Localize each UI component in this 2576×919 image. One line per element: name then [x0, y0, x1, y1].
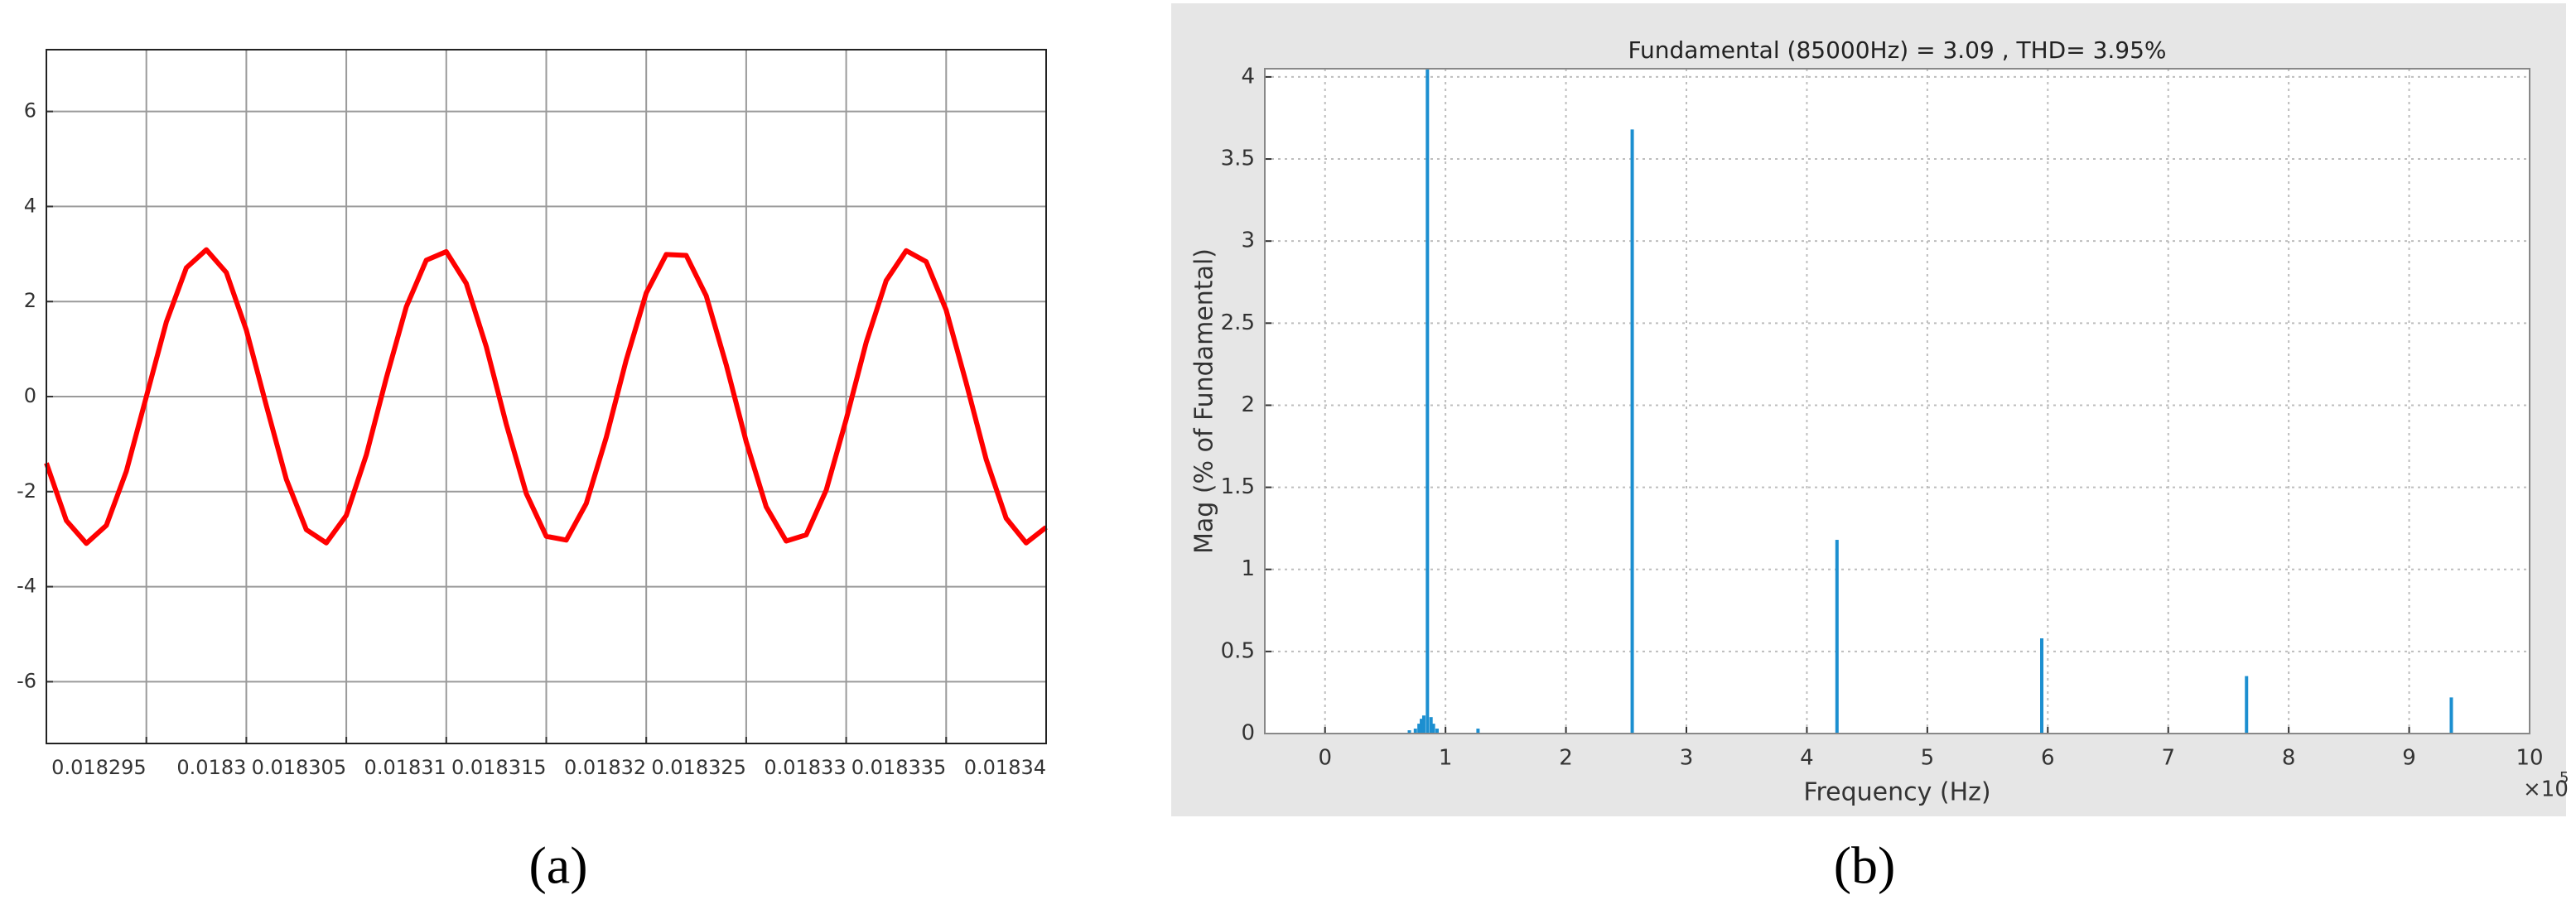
x-tick-label: 9: [2402, 746, 2416, 771]
chart-title: Fundamental (85000Hz) = 3.09 , THD= 3.95…: [1628, 36, 2166, 64]
x-multiplier: ×10: [2523, 777, 2569, 802]
x-tick-label: 10: [2516, 746, 2543, 771]
bar: [1630, 129, 1634, 734]
x-tick-label: 0.01834: [964, 756, 1046, 779]
bar: [1407, 730, 1411, 734]
x-axis-label: Frequency (Hz): [1803, 778, 1990, 807]
x-tick-label: 0.018335: [851, 756, 947, 779]
x-tick-label: 0.018305: [252, 756, 347, 779]
caption: (a): [528, 836, 587, 895]
x-tick-label: 0.018325: [651, 756, 746, 779]
bar: [1420, 719, 1424, 734]
y-tick-label: 4: [1241, 64, 1255, 89]
bar: [1421, 715, 1425, 734]
y-tick-label: -4: [17, 575, 36, 598]
x-tick-label: 0.0183: [176, 756, 246, 779]
x-tick-label: 0: [1318, 746, 1332, 771]
y-tick-label: 2: [24, 289, 36, 312]
plot-area: [1265, 69, 2530, 734]
bar: [1476, 729, 1480, 734]
y-axis-label: Mag (% of Fundamental): [1190, 248, 1219, 554]
y-tick-label: 4: [24, 194, 36, 217]
bar: [2245, 676, 2249, 734]
caption: (b): [1834, 836, 1896, 895]
x-tick-label: 0.018315: [451, 756, 547, 779]
bar: [1417, 724, 1421, 734]
y-tick-label: 6: [24, 99, 36, 123]
x-tick-label: 5: [1921, 746, 1935, 771]
y-tick-label: 1.5: [1221, 474, 1255, 499]
y-tick-label: -2: [17, 479, 36, 503]
x-tick-label: 0.01833: [764, 756, 846, 779]
x-tick-label: 2: [1559, 746, 1573, 771]
bar: [2040, 638, 2044, 734]
bar: [1431, 724, 1435, 734]
y-tick-label: 0.5: [1221, 638, 1255, 663]
bar: [1413, 729, 1417, 734]
y-tick-label: 2: [1241, 392, 1255, 417]
data-line: [44, 247, 1048, 546]
x-multiplier-exponent: 5: [2559, 769, 2569, 787]
bars: [1407, 69, 2453, 734]
x-tick-label: 0.01831: [364, 756, 446, 779]
bar: [1835, 540, 1839, 734]
y-tick-label: 3: [1241, 229, 1255, 253]
plot-frame: [1264, 68, 2530, 734]
x-tick-label: 7: [2161, 746, 2175, 771]
x-tick-label: 8: [2282, 746, 2296, 771]
x-tick-label: 1: [1439, 746, 1453, 771]
y-tick-label: 0: [24, 384, 36, 407]
x-tick-label: 3: [1680, 746, 1694, 771]
x-tick-label: 6: [2041, 746, 2055, 771]
x-tick-label: 4: [1800, 746, 1814, 771]
y-tick-label: 1: [1241, 556, 1255, 581]
y-tick-label: 3.5: [1221, 147, 1255, 171]
y-tick-label: 2.5: [1221, 310, 1255, 335]
plot-frame: [46, 49, 1047, 744]
bar: [1429, 717, 1433, 734]
y-tick-label: 0: [1241, 721, 1255, 746]
bar: [2449, 697, 2453, 734]
bar: [1435, 729, 1439, 734]
x-tick-label: 0.01832: [564, 756, 646, 779]
y-tick-label: -6: [17, 669, 36, 692]
x-tick-label: 0.018295: [51, 756, 147, 779]
bar: [1425, 69, 1430, 734]
